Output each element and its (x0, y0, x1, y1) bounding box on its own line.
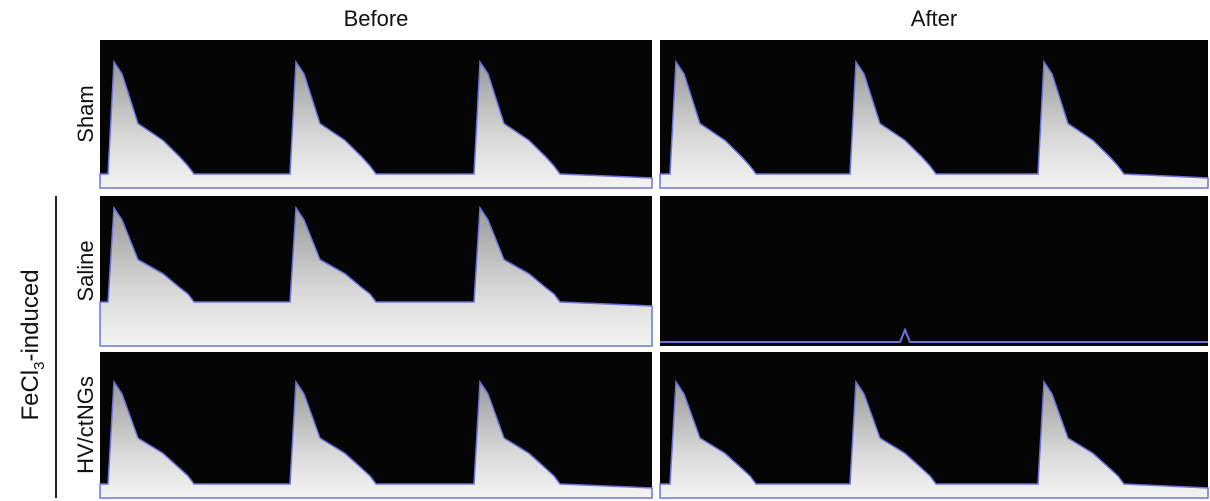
group-label: FeCl3-induced (17, 269, 48, 420)
doppler-panel (100, 40, 652, 188)
doppler-panel (660, 40, 1208, 188)
group-label-suffix: -induced (17, 269, 44, 361)
doppler-panel (660, 352, 1208, 498)
waveform (99, 59, 653, 189)
panels (99, 40, 1209, 499)
doppler-panel (660, 196, 1208, 346)
row-label: Sham (73, 85, 98, 142)
group-label-subscript: 3 (31, 362, 48, 370)
group-label-text: FeCl (17, 370, 44, 421)
doppler-panel (100, 352, 652, 498)
column-title: After (911, 6, 957, 31)
waveform (660, 327, 1208, 343)
waveform (99, 379, 653, 499)
row-label: HV/ctNGs (73, 376, 98, 474)
column-title: Before (344, 6, 409, 31)
waveform (99, 205, 653, 347)
row-label: Saline (73, 240, 98, 301)
waveform (659, 379, 1209, 499)
waveform (659, 59, 1209, 189)
